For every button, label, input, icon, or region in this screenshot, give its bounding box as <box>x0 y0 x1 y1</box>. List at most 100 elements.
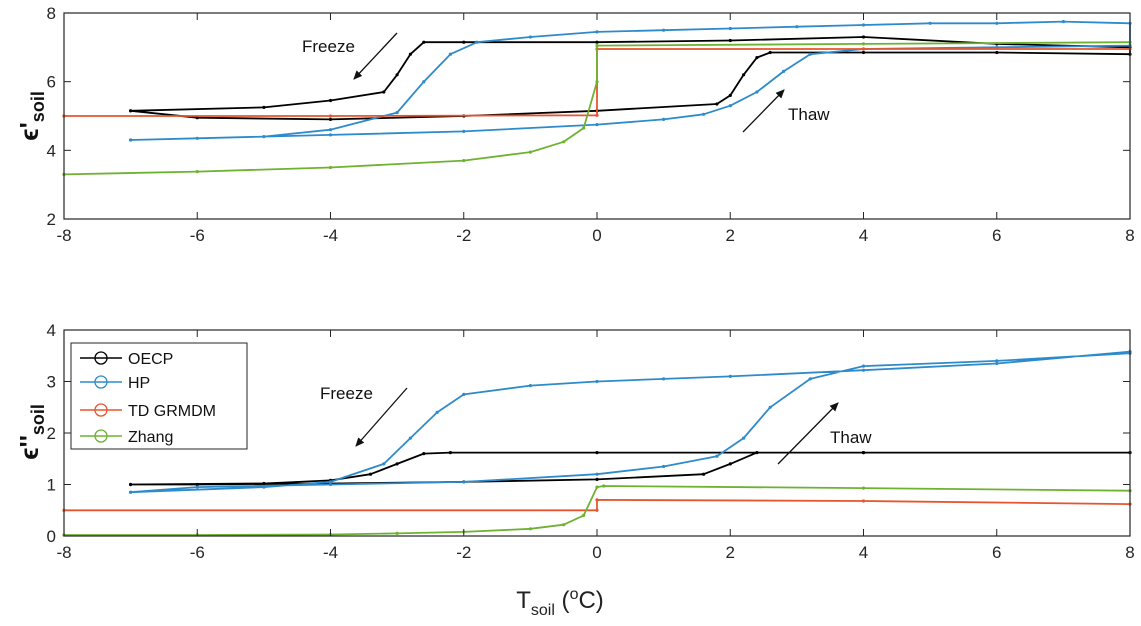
top-point-oecp <box>262 105 266 109</box>
top-point-zhang <box>528 150 533 154</box>
top-point-zhang <box>328 165 333 170</box>
bottom-point-oecp <box>755 451 759 455</box>
bottom-x-tick-label: 6 <box>992 543 1001 562</box>
top-x-tick-label: 8 <box>1125 226 1134 245</box>
top-point-oecp <box>728 38 732 43</box>
top-point-hp <box>728 104 732 108</box>
legend-item-hp: HP <box>80 375 150 392</box>
top-point-hp <box>702 112 706 116</box>
bottom-freeze-annotation: Freeze <box>320 384 408 447</box>
top-point-zhang <box>195 170 199 174</box>
legend-marker-oecp <box>94 351 108 365</box>
top-point-zhang <box>861 42 866 46</box>
bottom-point-zhang <box>595 485 599 489</box>
bottom-freeze-arrow <box>355 387 408 447</box>
top-point-oecp <box>328 117 333 121</box>
top-point-hp <box>995 21 999 25</box>
bottom-point-zhang <box>562 523 566 527</box>
bottom-x-tick-label: 2 <box>726 543 735 562</box>
legend-label-td-grmdm: TD GRMDM <box>128 403 216 420</box>
top-x-tick-label: 0 <box>592 226 601 245</box>
bottom-x-tick-label: -6 <box>190 543 205 562</box>
top-point-oecp <box>595 40 599 44</box>
top-point-zhang <box>582 126 586 130</box>
bottom-point-hp <box>995 359 999 363</box>
legend-marker-hp <box>94 375 108 389</box>
top-y-axis-label: ϵ'soil <box>14 91 48 141</box>
top-point-zhang <box>462 159 466 163</box>
top-y-tick-label: 4 <box>47 141 56 160</box>
top-x-tick-label: 4 <box>859 226 868 245</box>
top-freeze-arrow <box>353 32 398 80</box>
top-series-hp <box>130 20 1131 141</box>
bottom-point-hp <box>861 368 866 372</box>
top-point-hp <box>395 111 399 115</box>
legend: OECP HP TD GRMDM Zhang <box>70 342 248 450</box>
bottom-point-hp <box>382 462 386 466</box>
top-point-hp <box>328 128 333 132</box>
top-point-oecp <box>768 50 772 55</box>
bottom-point-zhang <box>602 484 606 488</box>
bottom-y-tick-label: 3 <box>47 373 56 392</box>
legend-item-oecp: OECP <box>80 351 173 368</box>
top-point-oecp <box>382 90 386 94</box>
top-x-tick-label: -8 <box>56 226 71 245</box>
legend-marker-td-grmdm <box>94 403 108 417</box>
top-point-td-grmdm <box>595 113 599 117</box>
bottom-point-oecp <box>595 477 599 481</box>
bottom-point-hp <box>435 410 439 414</box>
top-point-td-grmdm <box>328 114 333 118</box>
bottom-point-hp <box>462 480 466 484</box>
bottom-point-hp <box>595 472 599 476</box>
legend-marker-zhang <box>94 429 108 443</box>
bottom-x-tick-label: -4 <box>323 543 338 562</box>
top-tick-layer: -8 -6 -4 -2 0 2 4 6 8 2 4 6 8 <box>47 4 1135 245</box>
bottom-point-oecp <box>728 462 732 466</box>
bottom-point-oecp <box>395 462 399 466</box>
top-point-hp <box>595 123 599 127</box>
top-point-oecp <box>715 102 719 106</box>
bottom-point-hp <box>742 436 746 440</box>
bottom-point-hp <box>528 384 533 388</box>
bottom-thaw-label: Thaw <box>830 428 872 447</box>
bottom-point-hp <box>662 464 666 469</box>
top-x-tick-label: 2 <box>726 226 735 245</box>
top-point-hp <box>662 28 666 32</box>
top-point-zhang <box>562 140 566 144</box>
top-chart: -8 -6 -4 -2 0 2 4 6 8 2 4 6 8 ϵ'soil Freeze Thaw <box>14 4 1135 245</box>
bottom-plot-frame <box>63 329 1131 537</box>
top-point-zhang <box>595 44 599 48</box>
top-y-tick-label: 6 <box>47 73 56 92</box>
x-axis-label: Tsoil (oC) <box>516 586 604 619</box>
top-x-tick-label: 6 <box>992 226 1001 245</box>
bottom-point-hp <box>861 364 866 368</box>
top-point-hp <box>755 90 759 94</box>
bottom-series-zhang <box>64 485 1131 536</box>
bottom-point-zhang <box>528 527 533 531</box>
top-point-oecp <box>861 35 866 39</box>
bottom-point-oecp <box>262 481 266 486</box>
top-point-hp <box>262 135 266 139</box>
bottom-y-tick-label: 4 <box>47 321 56 340</box>
bottom-point-hp <box>995 361 999 366</box>
top-freeze-label: Freeze <box>302 37 355 56</box>
bottom-thaw-arrow <box>777 402 839 465</box>
bottom-point-hp <box>129 490 133 494</box>
top-thaw-label: Thaw <box>788 105 830 124</box>
top-point-oecp <box>861 50 866 55</box>
bottom-point-hp <box>408 436 412 440</box>
bottom-point-hp <box>715 454 719 458</box>
legend-label-zhang: Zhang <box>128 429 173 446</box>
bottom-point-hp <box>328 482 333 487</box>
bottom-point-hp <box>195 485 199 489</box>
top-thaw-annotation: Thaw <box>742 89 830 133</box>
top-point-hp <box>861 23 866 27</box>
bottom-point-hp <box>328 480 333 484</box>
top-freeze-annotation: Freeze <box>302 32 398 80</box>
top-point-hp <box>422 80 426 84</box>
top-point-hp <box>728 26 732 31</box>
bottom-point-td-grmdm <box>595 498 599 502</box>
bottom-point-hp <box>595 379 599 384</box>
bottom-x-tick-label: 0 <box>592 543 601 562</box>
bottom-point-oecp <box>448 451 452 455</box>
